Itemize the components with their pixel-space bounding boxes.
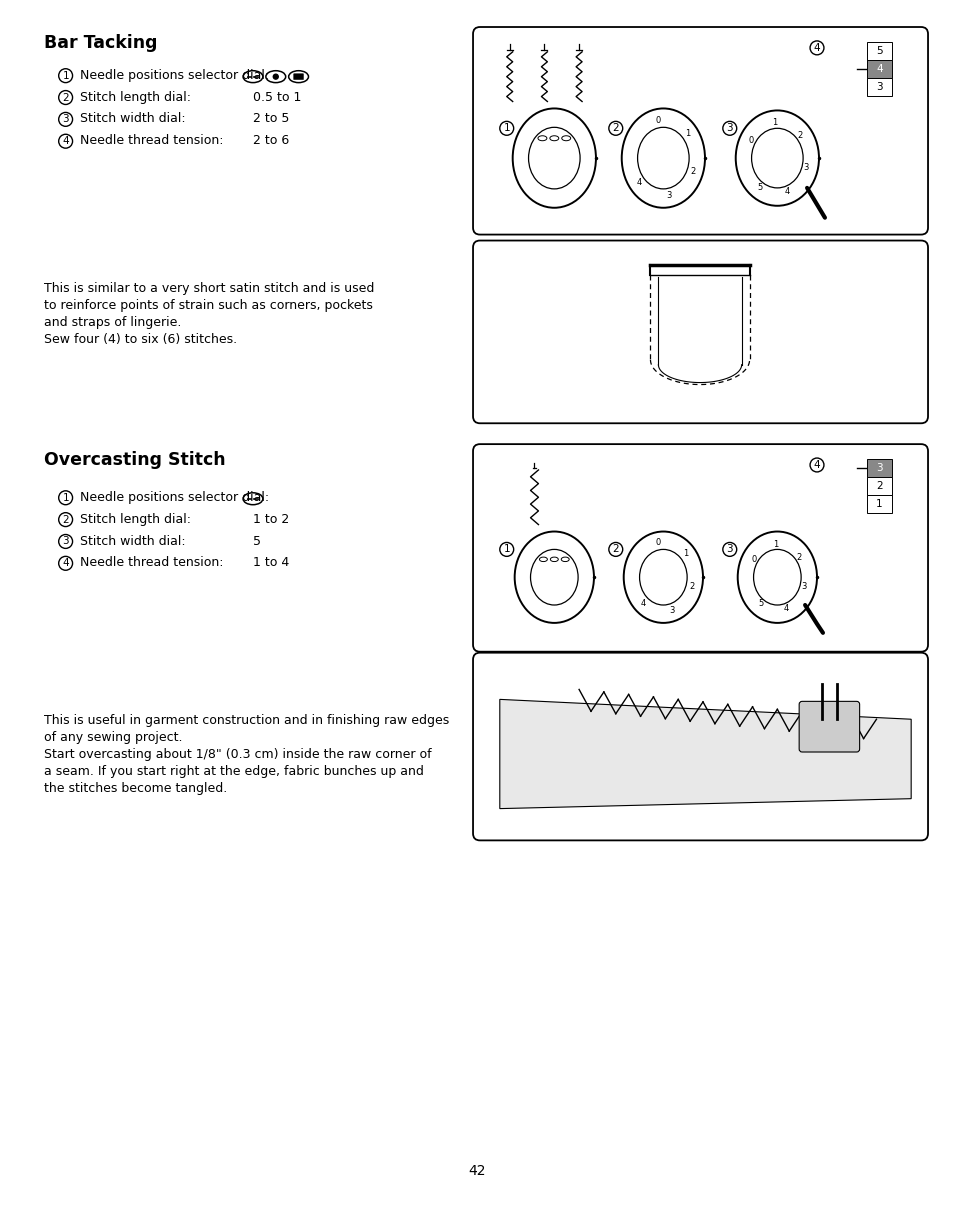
Text: Needle positions selector dial:: Needle positions selector dial:	[79, 491, 269, 504]
Text: 1: 1	[684, 129, 690, 139]
Text: 2: 2	[797, 131, 801, 140]
Text: 1: 1	[62, 70, 69, 80]
Text: 4: 4	[782, 604, 788, 612]
Text: 5: 5	[758, 599, 762, 608]
Text: 3: 3	[725, 123, 732, 134]
Text: 3: 3	[665, 191, 671, 199]
Text: 2 to 5: 2 to 5	[253, 113, 289, 125]
Text: 2: 2	[689, 582, 694, 592]
Text: 1: 1	[875, 498, 882, 509]
Text: 2: 2	[612, 544, 618, 554]
Bar	[865, 78, 891, 96]
Text: 3: 3	[668, 606, 674, 615]
Text: Overcasting Stitch: Overcasting Stitch	[44, 451, 225, 469]
Text: 1: 1	[773, 539, 778, 549]
FancyBboxPatch shape	[473, 445, 927, 651]
Text: 3: 3	[802, 163, 808, 171]
Text: 0: 0	[655, 538, 660, 548]
Text: Start overcasting about 1/8" (0.3 cm) inside the raw corner of: Start overcasting about 1/8" (0.3 cm) in…	[44, 748, 431, 761]
Text: the stitches become tangled.: the stitches become tangled.	[44, 781, 227, 795]
Text: Stitch length dial:: Stitch length dial:	[79, 91, 191, 103]
Text: of any sewing project.: of any sewing project.	[44, 731, 182, 744]
Bar	[865, 41, 891, 60]
Ellipse shape	[530, 549, 578, 605]
Text: 4: 4	[813, 43, 820, 53]
Bar	[865, 477, 891, 495]
Text: Needle positions selector dial:: Needle positions selector dial:	[79, 69, 269, 81]
Text: Stitch length dial:: Stitch length dial:	[79, 513, 191, 526]
Text: 42: 42	[468, 1164, 485, 1179]
Ellipse shape	[737, 531, 816, 623]
Text: a seam. If you start right at the edge, fabric bunches up and: a seam. If you start right at the edge, …	[44, 765, 423, 778]
Text: 1 to 4: 1 to 4	[253, 556, 289, 570]
Text: 4: 4	[813, 460, 820, 470]
FancyBboxPatch shape	[799, 701, 859, 752]
Bar	[865, 459, 891, 477]
Text: Stitch width dial:: Stitch width dial:	[79, 535, 185, 548]
Text: 0: 0	[655, 117, 659, 125]
Ellipse shape	[621, 108, 704, 208]
Text: to reinforce points of strain such as corners, pockets: to reinforce points of strain such as co…	[44, 299, 373, 312]
Text: 5: 5	[757, 183, 762, 192]
Text: 2: 2	[690, 166, 695, 175]
Text: 4: 4	[636, 177, 641, 187]
FancyBboxPatch shape	[473, 241, 927, 423]
Text: 1: 1	[682, 549, 687, 559]
Text: 4: 4	[784, 187, 789, 196]
Text: 0: 0	[750, 555, 756, 564]
Text: 1: 1	[503, 544, 510, 554]
Bar	[865, 495, 891, 513]
Text: and straps of lingerie.: and straps of lingerie.	[44, 316, 181, 329]
Ellipse shape	[751, 129, 802, 188]
FancyBboxPatch shape	[473, 652, 927, 841]
Ellipse shape	[735, 111, 818, 205]
Text: 4: 4	[62, 559, 69, 569]
Text: 3: 3	[801, 582, 805, 592]
Text: 0.5 to 1: 0.5 to 1	[253, 91, 301, 103]
Ellipse shape	[528, 128, 579, 188]
Text: This is similar to a very short satin stitch and is used: This is similar to a very short satin st…	[44, 282, 374, 295]
Text: This is useful in garment construction and in finishing raw edges: This is useful in garment construction a…	[44, 714, 449, 728]
Text: 2 to 6: 2 to 6	[253, 135, 289, 147]
FancyBboxPatch shape	[294, 74, 303, 80]
Text: 5: 5	[875, 46, 882, 56]
Text: 1 to 2: 1 to 2	[253, 513, 289, 526]
Text: 2: 2	[796, 553, 801, 561]
Text: 2: 2	[612, 123, 618, 134]
Bar	[865, 60, 891, 78]
Text: 5: 5	[253, 535, 261, 548]
Text: Bar Tacking: Bar Tacking	[44, 34, 157, 52]
Text: 1: 1	[62, 493, 69, 503]
Text: 4: 4	[875, 63, 882, 74]
Text: 2: 2	[62, 515, 69, 525]
Ellipse shape	[514, 531, 594, 623]
Text: 0: 0	[748, 136, 754, 145]
Text: 4: 4	[640, 599, 645, 608]
FancyBboxPatch shape	[473, 27, 927, 234]
Text: 4: 4	[62, 136, 69, 146]
Text: 2: 2	[875, 481, 882, 491]
Text: 3: 3	[62, 114, 69, 124]
Ellipse shape	[753, 549, 801, 605]
Text: 1: 1	[771, 118, 777, 128]
Ellipse shape	[512, 108, 596, 208]
Circle shape	[273, 74, 278, 79]
Text: Needle thread tension:: Needle thread tension:	[79, 135, 223, 147]
Ellipse shape	[639, 549, 686, 605]
Text: Needle thread tension:: Needle thread tension:	[79, 556, 223, 570]
Ellipse shape	[623, 531, 702, 623]
Text: 3: 3	[62, 537, 69, 547]
Text: 3: 3	[875, 463, 882, 473]
Ellipse shape	[637, 128, 688, 188]
Text: 2: 2	[62, 92, 69, 102]
Text: 3: 3	[725, 544, 732, 554]
Text: 3: 3	[875, 81, 882, 91]
Text: 1: 1	[503, 123, 510, 134]
Polygon shape	[499, 700, 910, 809]
Text: Stitch width dial:: Stitch width dial:	[79, 113, 185, 125]
Text: Sew four (4) to six (6) stitches.: Sew four (4) to six (6) stitches.	[44, 333, 236, 346]
